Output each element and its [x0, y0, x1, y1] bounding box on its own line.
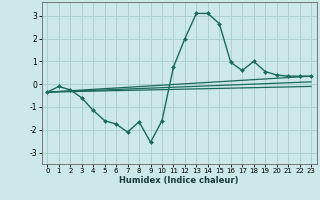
X-axis label: Humidex (Indice chaleur): Humidex (Indice chaleur): [119, 176, 239, 185]
